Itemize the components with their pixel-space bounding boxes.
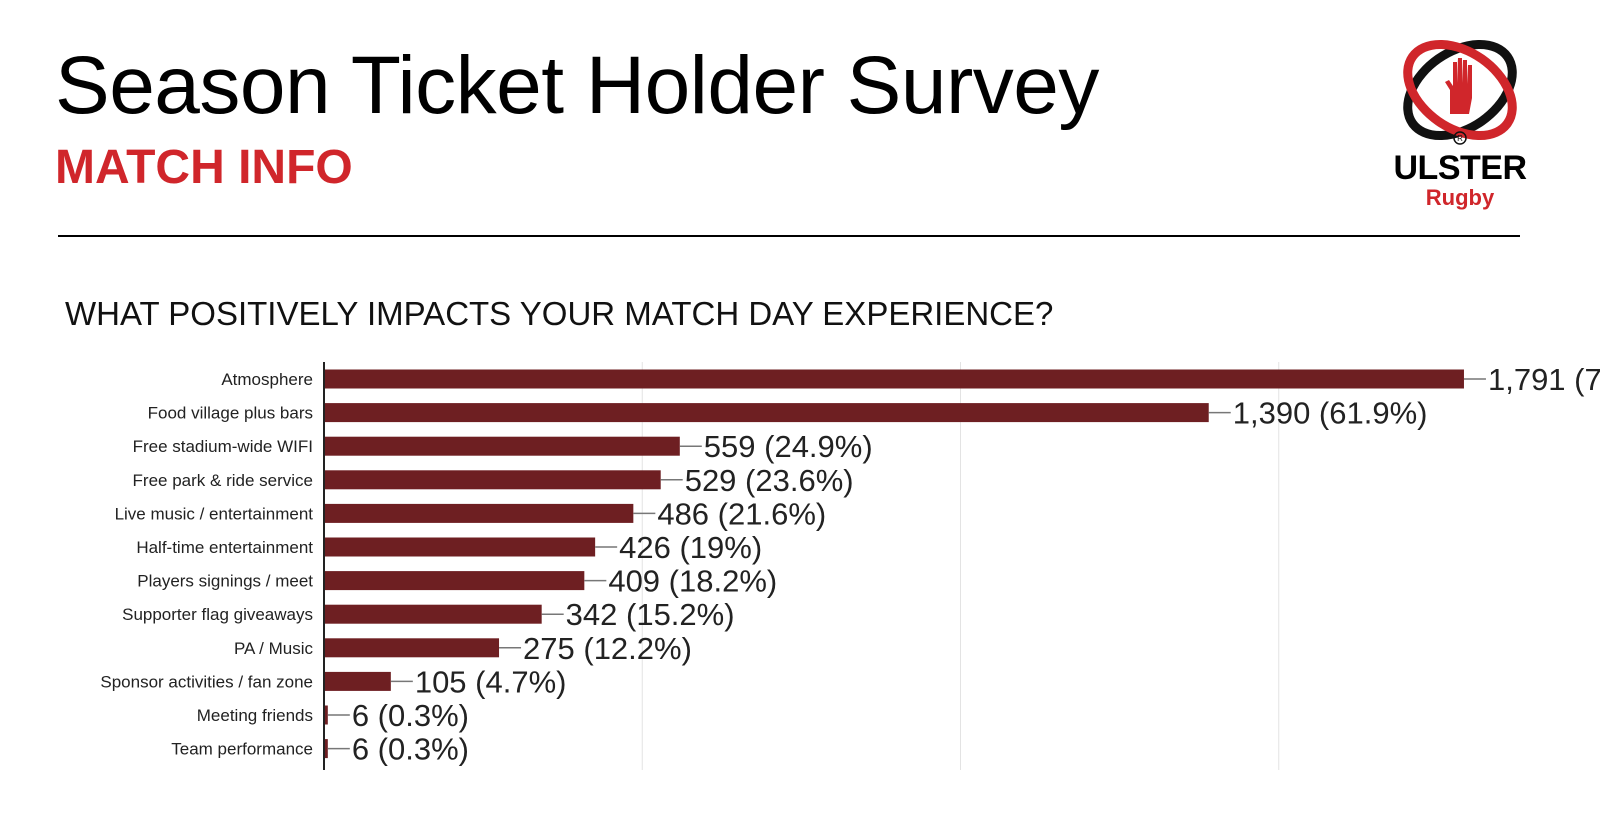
category-label: PA / Music — [234, 639, 314, 658]
data-label: 486 (21.6%) — [657, 496, 826, 531]
chart-title: WHAT POSITIVELY IMPACTS YOUR MATCH DAY E… — [65, 295, 1054, 332]
ulster-rugby-logo: R ULSTER Rugby — [1385, 38, 1535, 213]
category-label: Supporter flag giveaways — [122, 605, 313, 624]
svg-text:R: R — [1457, 134, 1463, 143]
data-label: 409 (18.2%) — [608, 564, 777, 599]
bar — [324, 739, 328, 759]
bar — [324, 604, 542, 624]
category-label: Atmosphere — [221, 370, 313, 389]
data-label: 559 (24.9%) — [704, 429, 873, 464]
data-label: 105 (4.7%) — [415, 664, 567, 699]
category-label: Players signings / meet — [137, 572, 313, 591]
data-label: 6 (0.3%) — [352, 732, 469, 767]
data-label: 529 (23.6%) — [685, 463, 854, 498]
category-label: Free stadium-wide WIFI — [133, 437, 313, 456]
page-title: Season Ticket Holder Survey — [55, 40, 1099, 131]
bar — [324, 571, 585, 591]
bar — [324, 403, 1209, 423]
logo-sub: Rugby — [1425, 185, 1495, 210]
bar — [324, 638, 500, 658]
bar — [324, 436, 680, 456]
data-label: 275 (12.2%) — [523, 631, 692, 666]
category-label: Half-time entertainment — [136, 538, 313, 557]
bar — [324, 537, 596, 557]
header-divider — [58, 235, 1520, 237]
page-subtitle: MATCH INFO — [55, 141, 353, 194]
category-label: Meeting friends — [197, 706, 313, 725]
category-label: Sponsor activities / fan zone — [100, 672, 313, 691]
bar — [324, 369, 1464, 389]
data-label: 426 (19%) — [619, 530, 762, 565]
category-label: Free park & ride service — [133, 471, 313, 490]
bar — [324, 503, 634, 523]
data-label: 6 (0.3%) — [352, 698, 469, 733]
red-hand-rugby-ball-icon: R — [1403, 39, 1517, 145]
category-label: Team performance — [171, 740, 313, 759]
data-label: 342 (15.2%) — [566, 597, 735, 632]
category-label: Food village plus bars — [148, 404, 313, 423]
bar — [324, 470, 661, 490]
bar — [324, 671, 391, 691]
category-label: Live music / entertainment — [115, 504, 314, 523]
data-label: 1,390 (61.9%) — [1233, 396, 1428, 431]
logo-name: ULSTER — [1393, 149, 1528, 187]
data-label: 1,791 (79.8%) — [1488, 362, 1600, 397]
bar — [324, 705, 328, 725]
